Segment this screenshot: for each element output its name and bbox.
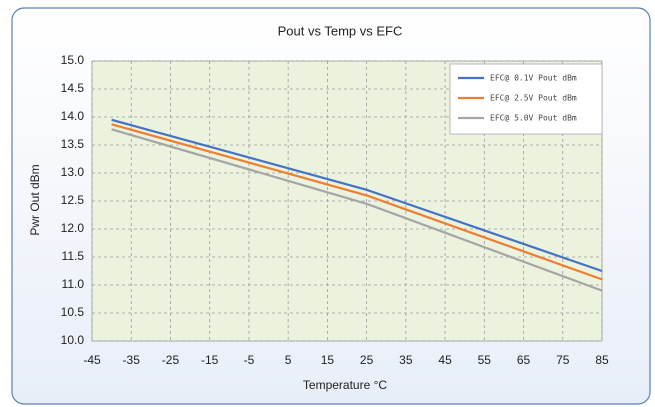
x-tick-label: 65 (517, 353, 531, 367)
x-tick-label: 75 (556, 353, 570, 367)
y-tick-label: 11.0 (62, 277, 85, 291)
y-tick-label: 13.0 (61, 165, 85, 179)
x-tick-label: -5 (244, 353, 255, 367)
x-tick-label: -45 (83, 353, 101, 367)
legend-label: EFC@ 5.0V Pout dBm (490, 114, 577, 123)
x-tick-label: 45 (438, 353, 452, 367)
y-tick-label: 10.5 (61, 305, 85, 319)
y-tick-label: 12.0 (61, 221, 85, 235)
legend-label: EFC@ 0.1V Pout dBm (490, 74, 577, 83)
x-tick-label: -25 (162, 353, 180, 367)
y-tick-label: 15.0 (61, 53, 85, 67)
y-axis-label: Pwr Out dBm (28, 164, 42, 235)
series-line (111, 123, 603, 281)
x-tick-label: 5 (285, 353, 292, 367)
y-tick-label: 11.5 (62, 249, 85, 263)
x-axis-label: Temperature °C (303, 378, 387, 392)
series-line (111, 118, 603, 273)
y-tick-label: 13.5 (61, 137, 85, 151)
x-tick-label: -15 (201, 353, 219, 367)
x-tick-label: 25 (360, 353, 374, 367)
x-tick-label: 35 (399, 353, 413, 367)
x-tick-label: 85 (595, 353, 609, 367)
y-tick-label: 14.0 (61, 109, 85, 123)
x-tick-label: 55 (478, 353, 492, 367)
y-tick-label: 12.5 (61, 193, 85, 207)
y-tick-label: 14.5 (61, 81, 85, 95)
x-tick-label: 15 (321, 353, 335, 367)
chart-title: Pout vs Temp vs EFC (278, 23, 403, 38)
legend-label: EFC@ 2.5V Pout dBm (490, 94, 577, 103)
x-tick-label: -35 (123, 353, 141, 367)
series-line (111, 128, 603, 292)
y-tick-label: 10.0 (61, 333, 85, 347)
